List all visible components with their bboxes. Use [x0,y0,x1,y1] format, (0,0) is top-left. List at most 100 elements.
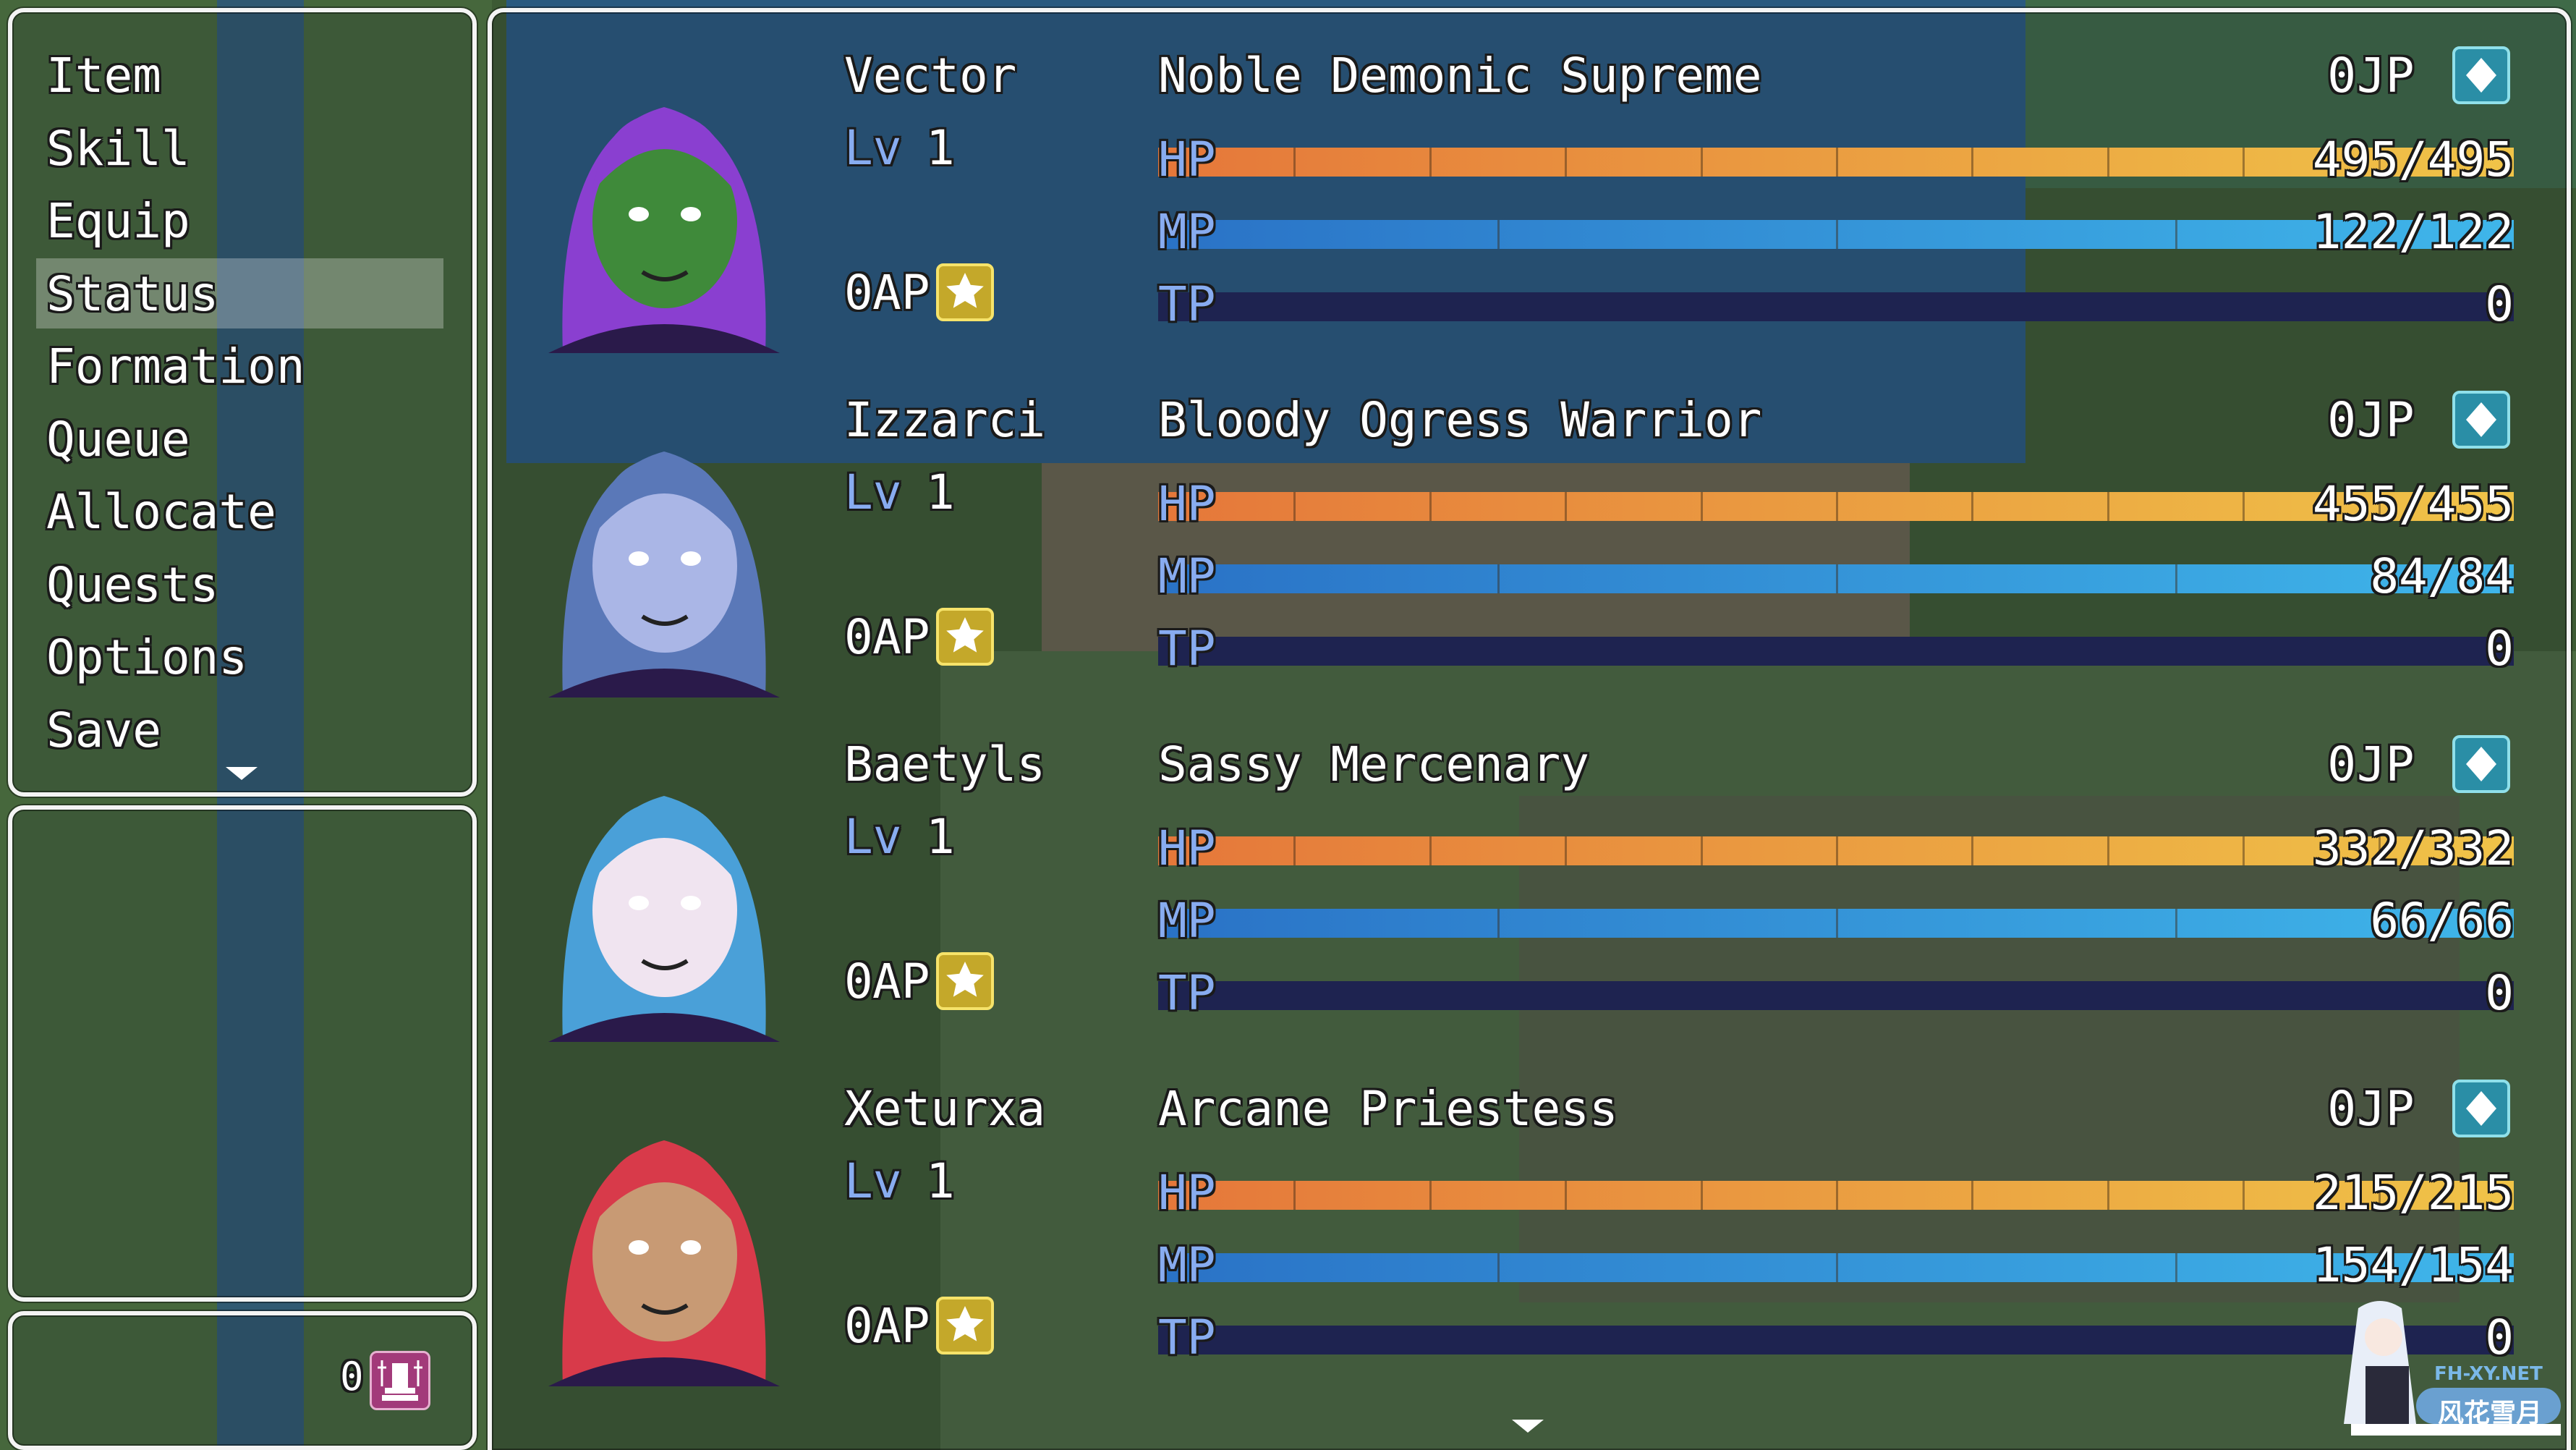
hp-gauge-divider [2107,836,2109,865]
hp-value: 215/215 [2312,1165,2514,1221]
mp-gauge [1158,564,2514,593]
actor-portrait[interactable] [519,1095,810,1387]
star-icon[interactable] [936,608,994,666]
mp-gauge-divider [1836,909,1838,938]
hp-gauge-fill [1158,492,2514,521]
actor-level: 1 [926,809,955,865]
mp-gauge-divider [1836,220,1838,249]
jp-label: JP [2357,392,2415,448]
currency-value: 0 [340,1354,364,1399]
tp-value: 0 [2485,276,2514,332]
mp-label: MP [1158,1237,1216,1293]
mp-label: MP [1158,893,1216,949]
actor-class: Bloody Ogress Warrior [1158,392,1762,448]
jp-value: 0 [2327,392,2356,448]
hp-gauge [1158,492,2514,521]
hp-gauge-divider [1293,492,1296,521]
hp-gauge-divider [1565,836,1568,865]
mp-gauge-divider [1497,564,1500,593]
actor-class: Arcane Priestess [1158,1081,1618,1137]
mp-gauge [1158,909,2514,938]
arrow-down-icon[interactable] [226,767,258,780]
tp-value: 0 [2485,621,2514,677]
level-label: Lv [844,120,902,176]
scroll-down-arrow-icon[interactable] [1512,1420,1544,1433]
hp-gauge-divider [1565,1181,1568,1210]
diamond-icon[interactable] [2452,391,2510,449]
menu-item-allocate[interactable]: Allocate [46,484,276,540]
hp-gauge-divider [2107,492,2109,521]
ap-value: 0 [844,1298,873,1354]
hp-gauge-divider [2243,836,2245,865]
ap-label: AP [872,265,930,321]
tp-label: TP [1158,965,1216,1021]
diamond-icon[interactable] [2452,46,2510,104]
menu-item-options[interactable]: Options [46,629,248,685]
menu-item-queue[interactable]: Queue [46,411,190,467]
hp-gauge-divider [1429,148,1432,177]
jp-label: JP [2357,48,2415,103]
tp-label: TP [1158,276,1216,332]
level-label: Lv [844,465,902,520]
hp-gauge-fill [1158,148,2514,177]
hp-value: 332/332 [2312,821,2514,876]
actor-level: 1 [926,1153,955,1209]
hp-gauge-divider [1836,492,1838,521]
actor-name: Vector [844,48,1017,103]
hp-gauge-divider [1429,492,1432,521]
actor-name: Baetyls [844,737,1046,792]
help-window [8,805,477,1302]
menu-item-item[interactable]: Item [46,48,161,103]
diamond-icon[interactable] [2452,1080,2510,1137]
menu-item-formation[interactable]: Formation [46,339,305,394]
star-icon[interactable] [936,1297,994,1354]
menu-item-status[interactable]: Status [46,266,219,322]
actor-level: 1 [926,120,955,176]
hp-gauge [1158,836,2514,865]
menu-item-skill[interactable]: Skill [46,120,190,177]
mp-value: 66/66 [2370,893,2514,949]
jp-value: 0 [2327,737,2356,792]
ap-value: 0 [844,609,873,665]
actor-portrait[interactable] [519,62,810,354]
menu-item-quests[interactable]: Quests [46,556,219,613]
mp-gauge-divider [2175,564,2177,593]
jp-value: 0 [2327,48,2356,103]
hp-gauge-divider [1700,1181,1703,1210]
hp-label: HP [1158,821,1216,876]
actor-name: Xeturxa [844,1081,1046,1137]
hp-gauge-divider [1565,148,1568,177]
diamond-icon[interactable] [2452,735,2510,793]
actor-portrait[interactable] [519,751,810,1043]
hp-label: HP [1158,476,1216,532]
mp-gauge [1158,1253,2514,1282]
hp-value: 495/495 [2312,132,2514,187]
mp-gauge-divider [1497,1253,1500,1282]
hp-gauge-divider [1836,836,1838,865]
watermark-subtitle: 风花雪月 [2438,1399,2543,1428]
watermark-logo: FH-XY.NET 风花雪月 [2308,1294,2568,1446]
tp-gauge [1158,981,2514,1010]
mp-gauge-divider [1497,220,1500,249]
hp-gauge-divider [1293,1181,1296,1210]
actor-name: Izzarci [844,392,1046,448]
ap-label: AP [872,609,930,665]
hp-gauge-divider [2243,1181,2245,1210]
hp-gauge-divider [1700,836,1703,865]
tp-label: TP [1158,1310,1216,1365]
actor-portrait[interactable] [519,407,810,698]
hp-gauge-divider [2107,1181,2109,1210]
menu-selection-highlight [36,258,443,328]
star-icon[interactable] [936,263,994,321]
menu-item-equip[interactable]: Equip [46,193,190,249]
star-icon[interactable] [936,952,994,1010]
hp-gauge-divider [2378,1181,2381,1210]
menu-item-save[interactable]: Save [46,702,161,758]
mp-gauge-divider [1836,564,1838,593]
hp-value: 455/455 [2312,476,2514,532]
tp-gauge [1158,1326,2514,1354]
mp-gauge-divider [2175,909,2177,938]
hp-gauge-divider [2107,148,2109,177]
actor-level: 1 [926,465,955,520]
